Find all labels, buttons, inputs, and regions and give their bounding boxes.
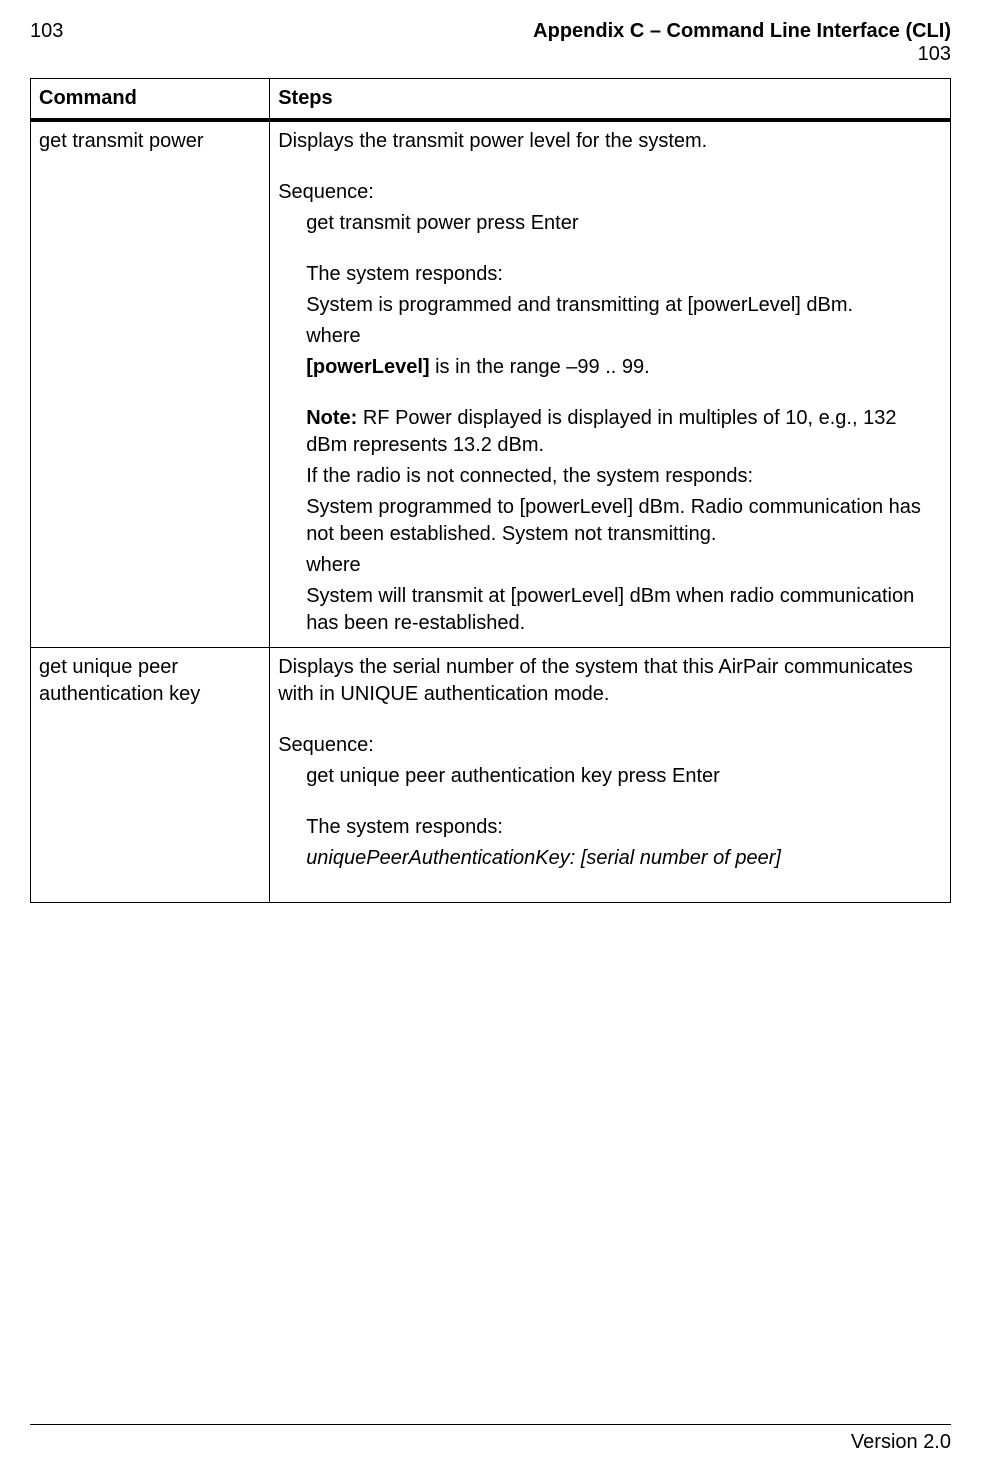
- where-line: where: [306, 552, 942, 579]
- steps-intro: Displays the transmit power level for th…: [278, 128, 942, 155]
- table-row: get unique peer authentication key Displ…: [31, 648, 951, 903]
- cell-steps: Displays the serial number of the system…: [270, 648, 951, 903]
- cell-command: get transmit power: [31, 120, 270, 648]
- response-line: System programmed to [powerLevel] dBm. R…: [306, 494, 942, 548]
- range-bold: [powerLevel]: [306, 356, 429, 378]
- response-line: System is programmed and transmitting at…: [306, 292, 942, 319]
- page-footer: Version 2.0: [30, 1424, 951, 1454]
- sequence-label: Sequence:: [278, 179, 942, 206]
- spacer: [306, 241, 942, 261]
- response-label: The system responds:: [306, 814, 942, 841]
- range-tail: is in the range –99 .. 99.: [430, 356, 650, 378]
- page: 103 Appendix C – Command Line Interface …: [0, 0, 981, 1484]
- spacer: [278, 159, 942, 179]
- sequence-indent: get unique peer authentication key press…: [278, 763, 942, 896]
- cell-steps: Displays the transmit power level for th…: [270, 120, 951, 648]
- response-label: The system responds:: [306, 261, 942, 288]
- response-italic: uniquePeerAuthenticationKey: [serial num…: [306, 845, 942, 872]
- spacer: [306, 794, 942, 814]
- steps-intro: Displays the serial number of the system…: [278, 654, 942, 708]
- page-header: 103 Appendix C – Command Line Interface …: [30, 20, 951, 66]
- note-line: Note: RF Power displayed is displayed in…: [306, 405, 942, 459]
- note-bold: Note:: [306, 407, 357, 429]
- response-line: System will transmit at [powerLevel] dBm…: [306, 583, 942, 637]
- not-connected-line: If the radio is not connected, the syste…: [306, 463, 942, 490]
- col-header-steps: Steps: [270, 79, 951, 121]
- spacer: [306, 385, 942, 405]
- header-right-page-num: 103: [533, 43, 951, 66]
- steps-block: Displays the serial number of the system…: [278, 654, 942, 896]
- table-header-row: Command Steps: [31, 79, 951, 121]
- cell-command: get unique peer authentication key: [31, 648, 270, 903]
- range-line: [powerLevel] is in the range –99 .. 99.: [306, 354, 942, 381]
- sequence-label: Sequence:: [278, 732, 942, 759]
- spacer: [306, 876, 942, 896]
- header-left-page-num: 103: [30, 20, 63, 43]
- header-title: Appendix C – Command Line Interface (CLI…: [533, 20, 951, 43]
- steps-block: Displays the transmit power level for th…: [278, 128, 942, 637]
- where-line: where: [306, 323, 942, 350]
- header-right-block: Appendix C – Command Line Interface (CLI…: [533, 20, 951, 66]
- sequence-indent: get transmit power press Enter The syste…: [278, 210, 942, 637]
- sequence-cmd: get transmit power press Enter: [306, 210, 942, 237]
- col-header-command: Command: [31, 79, 270, 121]
- version-label: Version 2.0: [851, 1431, 951, 1453]
- cli-table: Command Steps get transmit power Display…: [30, 78, 951, 903]
- note-tail: RF Power displayed is displayed in multi…: [306, 407, 896, 456]
- spacer: [278, 712, 942, 732]
- sequence-cmd: get unique peer authentication key press…: [306, 763, 942, 790]
- table-row: get transmit power Displays the transmit…: [31, 120, 951, 648]
